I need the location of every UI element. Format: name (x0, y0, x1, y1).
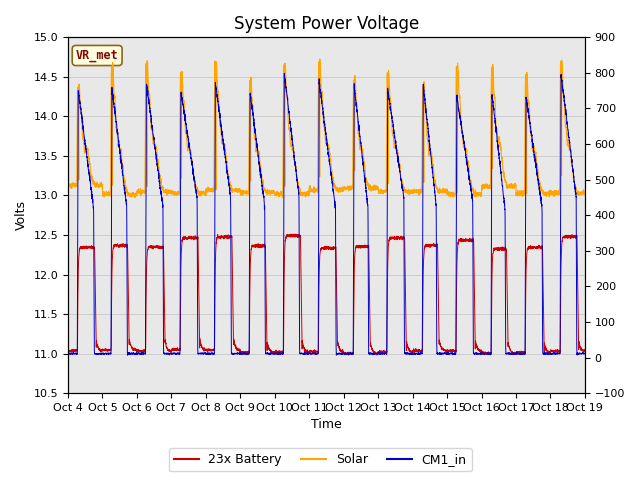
Solar (157, 176, 164, 182)
23x Battery (472, 338, 479, 344)
CM1_in (124, 352, 131, 358)
23x Battery (580, 347, 588, 353)
CM1_in (472, 350, 479, 356)
CM1_in (280, 71, 288, 76)
Y-axis label: Volts: Volts (15, 200, 28, 230)
X-axis label: Time: Time (311, 419, 342, 432)
23x Battery (373, 352, 381, 358)
23x Battery (307, 348, 315, 354)
Legend: 23x Battery, Solar, CM1_in: 23x Battery, Solar, CM1_in (168, 448, 472, 471)
Title: System Power Voltage: System Power Voltage (234, 15, 419, 33)
CM1_in (581, 351, 589, 357)
23x Battery (157, 244, 164, 250)
Solar (413, 189, 421, 195)
Line: Solar: Solar (68, 59, 585, 198)
CM1_in (580, 350, 588, 356)
Solar (316, 56, 324, 62)
Line: 23x Battery: 23x Battery (68, 234, 585, 355)
CM1_in (157, 192, 165, 197)
CM1_in (413, 351, 421, 357)
CM1_in (64, 350, 72, 356)
Solar (472, 192, 479, 198)
Line: CM1_in: CM1_in (68, 73, 585, 355)
CM1_in (442, 350, 450, 356)
Solar (278, 195, 286, 201)
23x Battery (287, 231, 295, 237)
23x Battery (64, 347, 72, 352)
23x Battery (413, 349, 421, 355)
Solar (64, 182, 72, 188)
Solar (580, 192, 588, 197)
23x Battery (581, 348, 589, 353)
23x Battery (442, 349, 450, 355)
Text: VR_met: VR_met (76, 49, 118, 62)
Solar (307, 187, 315, 193)
Solar (581, 192, 589, 197)
Solar (442, 189, 450, 194)
CM1_in (307, 351, 315, 357)
